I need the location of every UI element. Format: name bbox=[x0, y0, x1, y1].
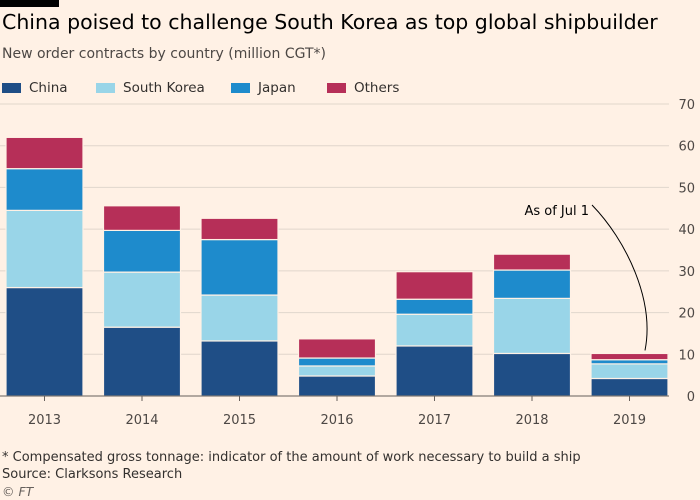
bar-2019-others bbox=[590, 352, 669, 361]
y-tick-label-40: 40 bbox=[678, 223, 695, 238]
bar-2018-others bbox=[492, 253, 572, 271]
bar-2018-china bbox=[492, 352, 572, 397]
bar-2013-china bbox=[5, 286, 84, 397]
y-tick-label-20: 20 bbox=[678, 307, 695, 322]
bar-2015-south-korea bbox=[200, 294, 279, 342]
x-tick-label-2016: 2016 bbox=[320, 413, 353, 428]
bar-2015-others bbox=[200, 217, 279, 241]
x-tick-label-2018: 2018 bbox=[515, 413, 548, 428]
bar-2018-japan bbox=[492, 269, 572, 299]
y-tick-label-10: 10 bbox=[678, 348, 695, 363]
bar-2014-south-korea bbox=[102, 271, 182, 328]
footnote: * Compensated gross tonnage: indicator o… bbox=[2, 450, 581, 465]
bar-2016-china bbox=[297, 375, 377, 397]
source-note: Source: Clarksons Research bbox=[2, 467, 183, 482]
annotation-arrow bbox=[591, 204, 648, 351]
chart-subtitle: New order contracts by country (million … bbox=[2, 46, 326, 62]
y-tick-label-0: 0 bbox=[687, 390, 695, 405]
bar-2019-china bbox=[590, 377, 669, 397]
legend-label-china: China bbox=[29, 80, 68, 96]
bar-2017-south-korea bbox=[395, 313, 474, 347]
bar-2017-china bbox=[395, 345, 474, 397]
x-tick-label-2014: 2014 bbox=[125, 413, 158, 428]
legend-swatch-china bbox=[2, 83, 21, 93]
legend-label-south-korea: South Korea bbox=[123, 80, 205, 96]
bar-2016-south-korea bbox=[297, 365, 377, 377]
y-tick-label-70: 70 bbox=[678, 98, 695, 113]
bar-2016-others bbox=[297, 338, 377, 359]
bar-2018-south-korea bbox=[492, 297, 572, 355]
annotation-label: As of Jul 1 bbox=[524, 204, 589, 219]
x-tick-label-2013: 2013 bbox=[28, 413, 61, 428]
bar-2019-south-korea bbox=[590, 363, 669, 380]
bar-2017-others bbox=[395, 271, 474, 300]
bar-2014-china bbox=[102, 326, 182, 397]
y-tick-label-30: 30 bbox=[678, 265, 695, 280]
x-tick-label-2017: 2017 bbox=[418, 413, 451, 428]
legend-swatch-japan bbox=[231, 83, 250, 93]
ft-topbar bbox=[0, 0, 59, 7]
ft-credit: © FT bbox=[2, 484, 34, 499]
bar-2013-south-korea bbox=[5, 209, 84, 289]
legend-label-others: Others bbox=[354, 80, 400, 96]
bar-2016-japan bbox=[297, 357, 377, 367]
bar-2014-others bbox=[102, 205, 182, 231]
bar-2013-japan bbox=[5, 168, 84, 211]
y-tick-label-50: 50 bbox=[678, 181, 695, 196]
legend-swatch-others bbox=[327, 83, 346, 93]
x-tick-label-2019: 2019 bbox=[613, 413, 646, 428]
legend-swatch-south-korea bbox=[96, 83, 115, 93]
bar-2017-japan bbox=[395, 298, 474, 315]
x-tick-label-2015: 2015 bbox=[223, 413, 256, 428]
y-tick-label-60: 60 bbox=[678, 140, 695, 155]
bar-2019-japan bbox=[590, 359, 669, 365]
bar-2013-others bbox=[5, 136, 84, 170]
bar-2014-japan bbox=[102, 229, 182, 273]
legend-label-japan: Japan bbox=[258, 80, 296, 96]
chart-title: China poised to challenge South Korea as… bbox=[2, 10, 658, 34]
bar-2015-china bbox=[200, 340, 279, 397]
bar-2015-japan bbox=[200, 238, 279, 296]
